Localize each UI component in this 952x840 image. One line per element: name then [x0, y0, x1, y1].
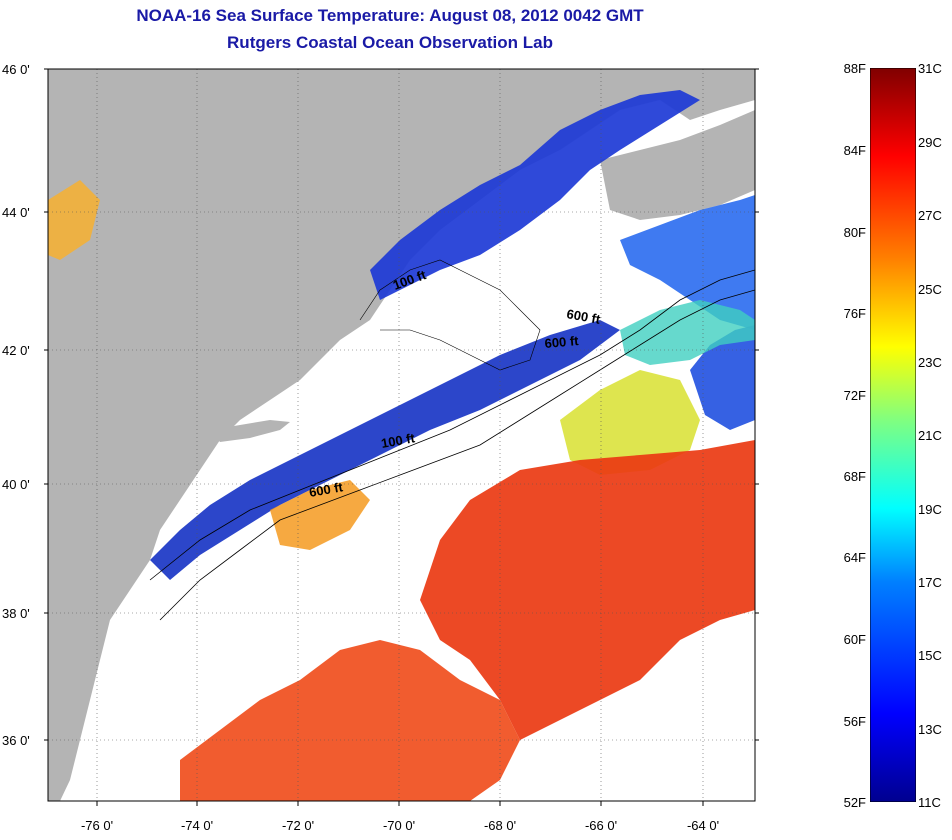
lon-label-66: -66 0' [584, 818, 618, 833]
map-title: NOAA-16 Sea Surface Temperature: August … [136, 6, 644, 25]
lon-label-74: -74 0' [180, 818, 214, 833]
scale-c-31: 31C [918, 61, 942, 76]
warm-water-south [180, 640, 520, 801]
scale-f-56: 56F [843, 714, 866, 729]
scale-f-52: 52F [843, 795, 866, 810]
lat-label-42: 42 0' [2, 343, 30, 358]
contour-inner-loops [359, 259, 541, 371]
axis-ticks [44, 68, 759, 806]
map-frame [47, 68, 756, 802]
lat-label-38: 38 0' [2, 606, 30, 621]
scale-f-88: 88F [843, 61, 866, 76]
contour-label-4: 100 ft [380, 430, 417, 451]
scale-c-29: 29C [918, 135, 942, 150]
cold-water-gulf-of-maine [370, 90, 700, 300]
scale-c-27: 27C [918, 208, 942, 223]
cold-water-scotian-shelf [620, 195, 755, 330]
scale-c-15: 15C [918, 648, 942, 663]
land-mass [48, 69, 755, 801]
lat-label-46: 46 0' [2, 62, 30, 77]
scale-c-17: 17C [918, 575, 942, 590]
lat-label-44: 44 0' [2, 205, 30, 220]
warm-water-shelf [270, 480, 370, 550]
scale-f-84: 84F [843, 143, 866, 158]
map-subtitle: Rutgers Coastal Ocean Observation Lab [227, 33, 553, 52]
contour-600ft [159, 289, 755, 621]
color-scale-bar [870, 68, 916, 802]
scale-c-23: 23C [918, 355, 942, 370]
scale-f-64: 64F [843, 550, 866, 565]
scale-f-60: 60F [843, 632, 866, 647]
scale-c-13: 13C [918, 722, 942, 737]
cold-water-shelf-band [150, 320, 620, 580]
gulf-stream-warm-water [420, 440, 755, 740]
scale-f-76: 76F [843, 306, 866, 321]
contour-100ft [149, 269, 755, 581]
lon-label-70: -70 0' [382, 818, 416, 833]
lon-label-68: -68 0' [483, 818, 517, 833]
transition-water [560, 370, 700, 475]
scale-f-68: 68F [843, 469, 866, 484]
lon-label-76: -76 0' [80, 818, 114, 833]
lat-label-36: 36 0' [2, 733, 30, 748]
scale-c-25: 25C [918, 282, 942, 297]
contour-label-5: 600 ft [308, 479, 345, 500]
lat-label-40: 40 0' [2, 477, 30, 492]
transition-water-2 [620, 300, 755, 365]
contour-label-2: 600 ft [565, 306, 602, 327]
lon-label-64: -64 0' [686, 818, 720, 833]
long-island [210, 420, 290, 442]
warm-water-delaware [48, 180, 100, 260]
scale-c-21: 21C [918, 428, 942, 443]
scale-c-19: 19C [918, 502, 942, 517]
lon-label-72: -72 0' [281, 818, 315, 833]
scale-c-11: 11C [918, 795, 941, 810]
contour-label-3: 600 ft [544, 333, 580, 351]
nova-scotia [600, 110, 755, 220]
scale-f-80: 80F [843, 225, 866, 240]
scale-f-72: 72F [843, 388, 866, 403]
